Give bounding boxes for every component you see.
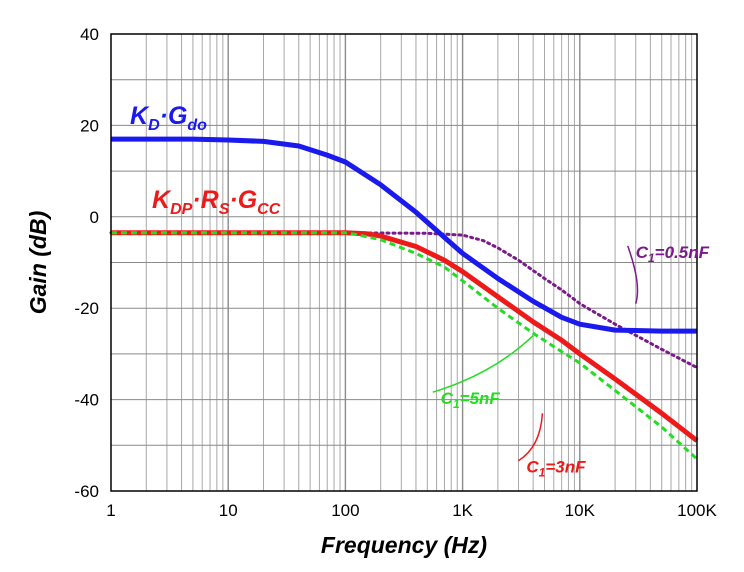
annotation-leader-c1_3nf [518,413,544,462]
series-line-kd_gdo [111,136,697,334]
grid [111,34,697,491]
y-tick-label: -60 [74,482,99,501]
x-tick-label: 10 [219,501,238,520]
series-line-c1_5nf [111,231,699,461]
y-tick-label: 20 [80,116,99,135]
x-tick-label: 100K [677,501,717,520]
x-tick-label: 1 [106,501,115,520]
tick-labels: 1 10 100 1K 10K 100K 40 20 0 -20 -40 -60 [74,25,717,520]
x-tick-label: 10K [565,501,596,520]
y-tick-label: -20 [74,299,99,318]
y-tick-label: 0 [90,208,99,227]
series-labels: KD·Gdo KDP·RS·GCC [130,102,281,218]
series-label-kd-gdo: KD·Gdo [130,102,207,134]
plot-frame [110,33,698,492]
annotation-label-c1_5nf: C1=5nF [441,389,501,411]
annotation-leader-c1_5nf [432,335,534,393]
x-tick-label: 1K [452,501,473,520]
series-group [109,136,699,461]
annotation-label-c1_3nf: C1=3nF [526,458,586,480]
x-tick-label: 100 [331,501,359,520]
annotation-label-c1_05nf: C1=0.5nF [636,243,710,265]
x-axis-title: Frequency (Hz) [321,532,487,558]
annotations: C1=0.5nF C1=5nF C1=3nF [432,243,710,480]
y-axis-title: Gain (dB) [25,211,51,315]
annotation-leader-c1_05nf [626,245,639,304]
y-tick-label: -40 [74,391,99,410]
y-tick-label: 40 [80,25,99,44]
series-line-c1_05nf [109,231,699,370]
series-label-kdp-rs-gcc: KDP·RS·GCC [152,186,281,218]
